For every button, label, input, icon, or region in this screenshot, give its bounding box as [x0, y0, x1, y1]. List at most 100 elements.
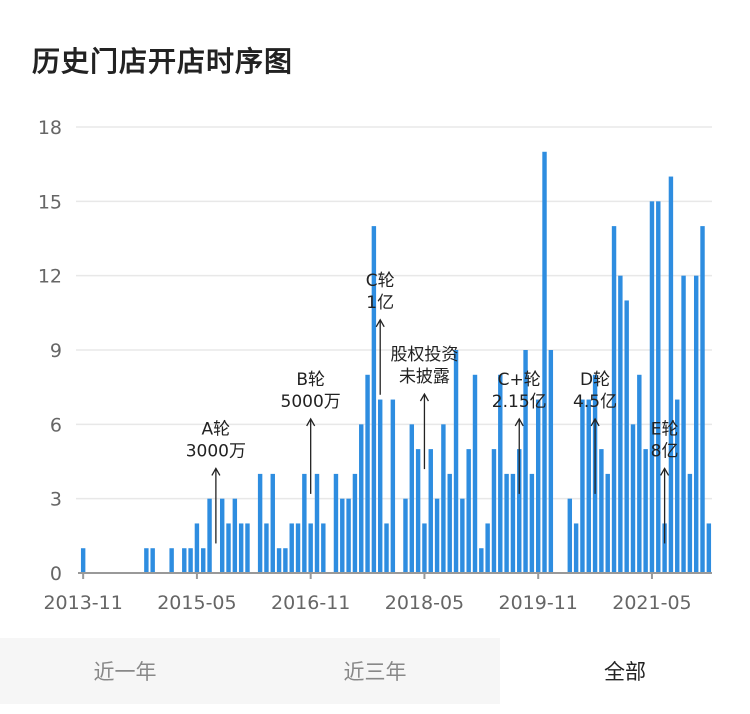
bar — [485, 523, 490, 573]
bar — [321, 523, 326, 573]
annotation-label: E轮 — [651, 419, 679, 439]
bar — [605, 473, 610, 573]
bar — [276, 548, 282, 573]
annotation-label: 4.5亿 — [573, 392, 617, 412]
bar — [618, 275, 623, 573]
annotation-label: 3000万 — [186, 441, 246, 461]
range-tabs: 近一年 近三年 全部 — [0, 638, 750, 704]
x-tick-label: 2015-05 — [157, 592, 236, 614]
annotation-label: A轮 — [202, 419, 231, 439]
bar — [441, 424, 446, 573]
bar — [377, 399, 383, 573]
bar — [624, 300, 629, 573]
bar — [207, 498, 212, 573]
bar — [283, 548, 288, 573]
annotation-label: 未披露 — [399, 367, 450, 387]
bar — [340, 498, 345, 573]
annotation-arrow-head — [590, 417, 600, 427]
x-tick-label: 2013-11 — [43, 592, 122, 614]
bar — [245, 523, 250, 573]
y-tick-label: 15 — [38, 191, 62, 213]
y-tick-label: 3 — [50, 489, 62, 511]
bar — [264, 523, 269, 573]
bar — [308, 523, 313, 573]
bar — [238, 523, 244, 573]
y-tick-label: 9 — [50, 340, 62, 362]
x-tick-label: 2018-05 — [385, 592, 464, 614]
bar — [346, 498, 351, 573]
x-tick-label: 2016-11 — [271, 592, 350, 614]
bar — [447, 473, 452, 573]
bar — [201, 548, 206, 573]
bar — [428, 449, 433, 573]
bar — [637, 374, 642, 573]
bar — [586, 399, 591, 573]
bar — [472, 374, 478, 573]
bar — [352, 473, 358, 573]
bar — [384, 523, 389, 573]
bar — [295, 523, 301, 573]
bar — [182, 548, 187, 573]
annotation-label: 1亿 — [366, 293, 394, 313]
tab-last-year[interactable]: 近一年 — [0, 638, 250, 704]
bar — [523, 350, 528, 573]
page-title: 历史门店开店时序图 — [32, 45, 294, 78]
bar — [257, 473, 263, 573]
tab-all[interactable]: 全部 — [500, 638, 750, 704]
annotation-label: B轮 — [296, 370, 325, 390]
bar — [662, 523, 667, 573]
y-tick-label: 0 — [50, 563, 62, 585]
bar — [460, 498, 465, 573]
bar — [706, 523, 712, 573]
bar — [403, 498, 408, 573]
bar — [656, 201, 661, 574]
bar — [150, 548, 155, 573]
annotation-arrow-head — [375, 318, 385, 328]
annotation-arrow-head — [660, 467, 670, 476]
bar — [80, 548, 86, 573]
bar — [409, 424, 415, 573]
bar — [510, 473, 516, 573]
bar — [415, 449, 421, 573]
bar — [517, 449, 522, 573]
bar — [567, 498, 573, 573]
annotation-label: 2.15亿 — [492, 392, 547, 412]
bar — [599, 449, 604, 573]
bar — [365, 374, 370, 573]
y-tick-label: 18 — [38, 117, 62, 139]
annotation-label: 股权投资 — [390, 345, 458, 365]
bar — [422, 523, 427, 573]
annotation-label: 5000万 — [281, 392, 341, 412]
bar — [681, 275, 686, 573]
bar — [580, 399, 585, 573]
annotation-arrow-head — [514, 417, 524, 427]
bar — [232, 498, 238, 573]
bar — [504, 473, 509, 573]
store-opening-bar-chart: 0 3 6 9 12 15 18 2013-11 2015-05 2016-11 2018-05 20… — [38, 117, 712, 614]
bar — [219, 498, 225, 573]
bar — [371, 226, 377, 573]
bar — [630, 424, 636, 573]
bar — [687, 473, 693, 573]
bar — [668, 176, 674, 574]
bar — [675, 399, 680, 573]
tab-last-three-years[interactable]: 近三年 — [250, 638, 500, 704]
annotation-label: C轮 — [366, 271, 395, 291]
y-tick-label: 12 — [38, 266, 62, 288]
annotation-arrow-head — [211, 467, 221, 476]
annotation-label: D轮 — [580, 370, 610, 390]
bar — [479, 548, 484, 573]
x-tick-label: 2021-05 — [612, 592, 691, 614]
bar — [535, 399, 541, 573]
bar — [453, 350, 459, 573]
bar — [693, 275, 699, 573]
bar — [188, 548, 193, 573]
bar — [169, 548, 174, 573]
bar — [194, 523, 200, 573]
bar — [333, 473, 339, 573]
x-tick-label: 2019-11 — [499, 592, 578, 614]
annotation-label: C+轮 — [498, 370, 541, 390]
bar — [359, 424, 364, 573]
bar — [466, 449, 471, 573]
annotation-label: 8亿 — [651, 441, 679, 461]
